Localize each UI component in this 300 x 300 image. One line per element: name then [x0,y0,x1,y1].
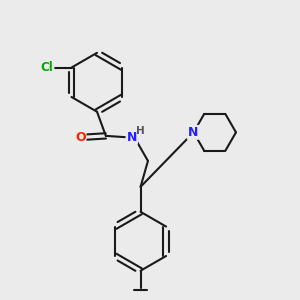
Text: H: H [136,126,144,136]
Text: N: N [127,131,137,144]
Text: N: N [188,126,198,139]
Text: O: O [75,131,86,144]
Text: Cl: Cl [41,61,53,74]
